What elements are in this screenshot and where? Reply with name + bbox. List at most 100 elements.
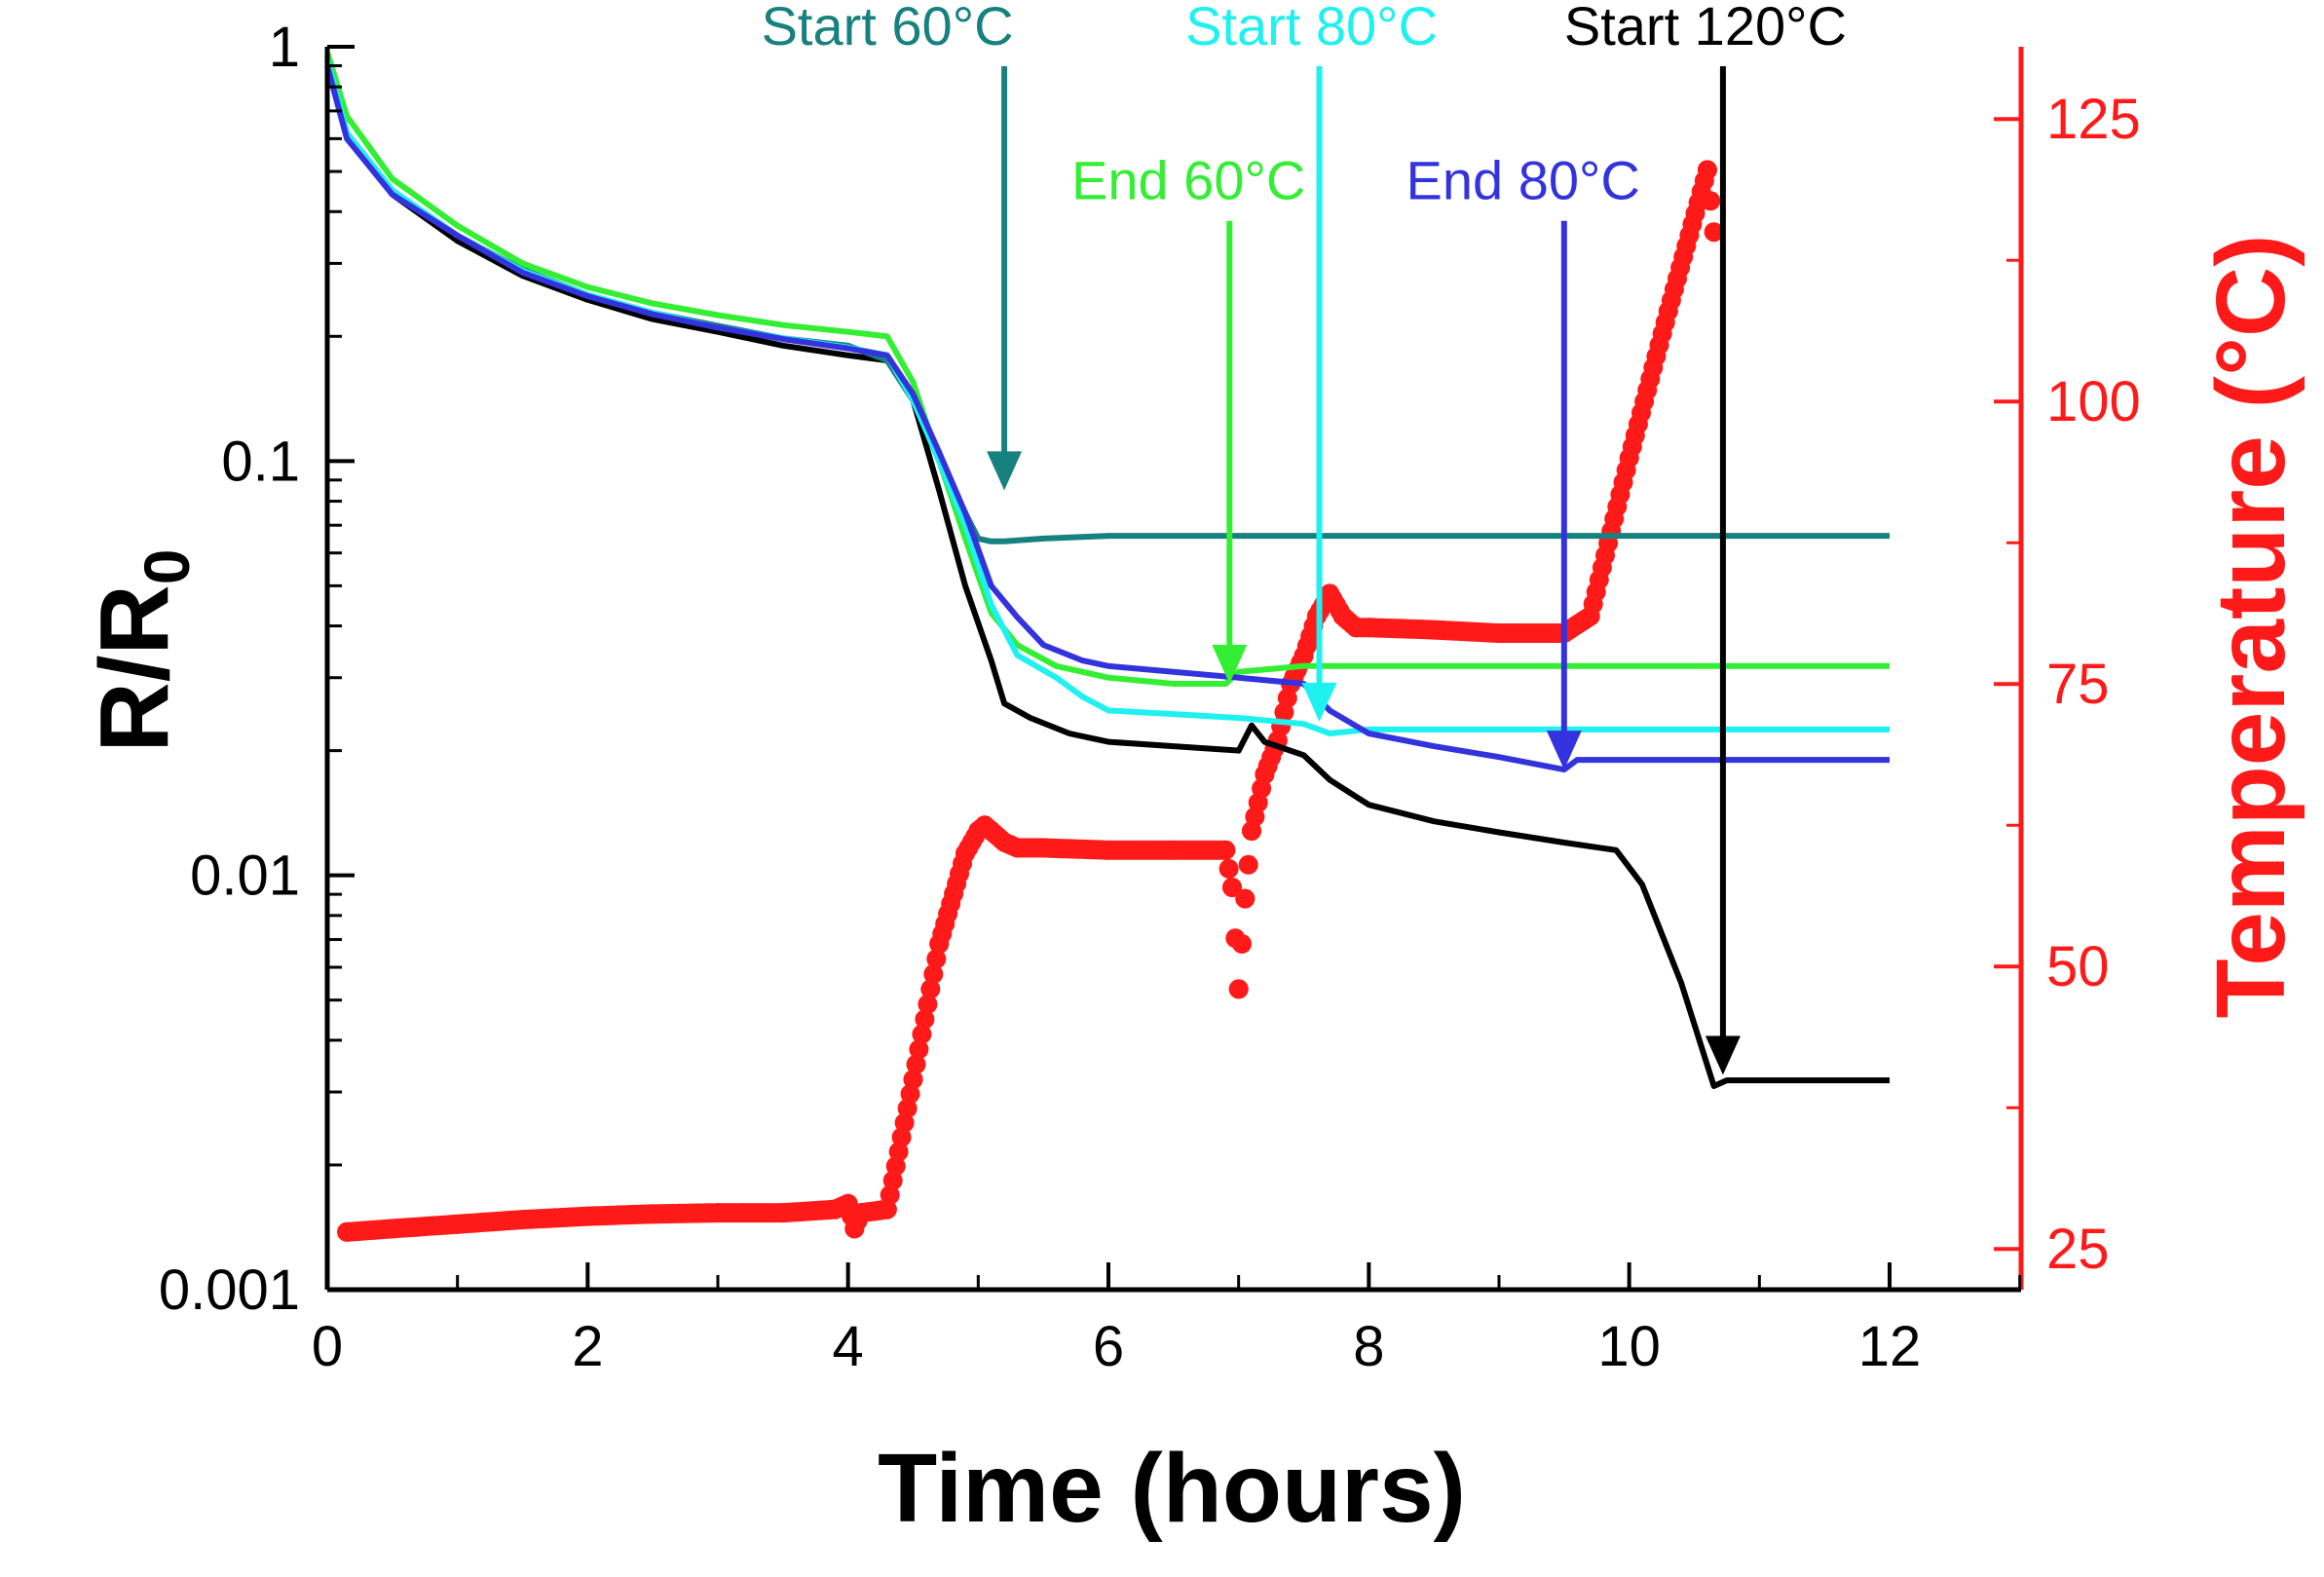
temperature-series xyxy=(337,160,1724,1242)
temperature-point xyxy=(1697,160,1717,180)
x-tick-label: 12 xyxy=(1858,1315,1922,1378)
annotation-0: Start 60°C xyxy=(762,0,1023,491)
x-axis-title: Time (hours) xyxy=(878,1434,1466,1543)
temperature-point xyxy=(906,1054,926,1074)
temperature-point xyxy=(882,1171,903,1190)
annotation-label: End 80°C xyxy=(1406,150,1640,211)
temperature-point xyxy=(909,1039,929,1060)
annotation-1: End 60°C xyxy=(1071,150,1305,684)
y2-tick-label: 25 xyxy=(2046,1218,2110,1281)
series-line-blue xyxy=(324,64,1890,773)
y2-tick-label: 50 xyxy=(2046,935,2110,998)
temperature-point xyxy=(851,1203,871,1223)
x-tick-label: 6 xyxy=(1093,1315,1124,1378)
temperature-point xyxy=(1580,606,1600,626)
temperature-point xyxy=(894,1112,915,1133)
annotation-label: End 60°C xyxy=(1071,150,1305,211)
temperature-point xyxy=(900,1084,920,1105)
x-tick-label: 10 xyxy=(1597,1315,1661,1378)
temperature-point xyxy=(1255,765,1275,784)
temperature-point xyxy=(708,1203,728,1223)
temperature-point xyxy=(897,1098,918,1118)
y-tick-label: 0.001 xyxy=(159,1258,300,1322)
temperature-point xyxy=(877,1199,897,1220)
temperature-point xyxy=(918,994,938,1014)
temperature-point xyxy=(643,1204,663,1224)
y2-axis-title: Temperature (°C) xyxy=(2196,235,2305,1019)
y-tick-label: 1 xyxy=(269,16,300,79)
temperature-point xyxy=(926,949,947,969)
temperature-point xyxy=(337,1221,357,1242)
temperature-point xyxy=(885,1156,906,1177)
temperature-point xyxy=(912,1024,932,1044)
temperature-point xyxy=(1359,618,1379,638)
temperature-point xyxy=(1033,838,1054,858)
temperature-point xyxy=(1701,191,1721,211)
temperature-point xyxy=(1222,878,1242,897)
temperature-point xyxy=(1218,858,1239,879)
annotation-arrowhead xyxy=(1212,644,1248,684)
temperature-point xyxy=(1232,934,1252,954)
temperature-point xyxy=(1619,448,1639,469)
annotation-4: Start 120°C xyxy=(1564,0,1847,1075)
temperature-point xyxy=(382,1219,402,1239)
temperature-point xyxy=(956,844,975,864)
temperature-point xyxy=(915,1009,935,1030)
temperature-point xyxy=(1163,840,1183,860)
temperature-point xyxy=(1238,854,1258,875)
series-line-teal xyxy=(324,55,1890,544)
temperature-point xyxy=(512,1210,533,1230)
y2-tick-label: 100 xyxy=(2046,370,2141,433)
plot-area xyxy=(324,51,1890,1242)
temperature-point xyxy=(1293,646,1314,666)
annotation-arrowhead xyxy=(1705,1035,1741,1075)
temperature-point xyxy=(1228,979,1249,999)
y-tick-label: 0.1 xyxy=(221,430,300,493)
annotation-2: Start 80°C xyxy=(1185,0,1438,722)
x-tick-label: 4 xyxy=(833,1315,864,1378)
y-axis-title-subscript: 0 xyxy=(131,549,203,585)
temperature-point xyxy=(1320,583,1340,604)
temperature-point xyxy=(1658,301,1678,321)
y-axis-title: R/R0 xyxy=(80,549,203,753)
annotation-3: End 80°C xyxy=(1406,150,1640,770)
annotations: Start 60°C End 60°C Start 80°C End 80°C Star… xyxy=(762,0,1847,1075)
temperature-point xyxy=(903,1070,923,1090)
annotation-arrowhead xyxy=(987,451,1023,491)
temperature-point xyxy=(1007,838,1028,858)
temperature-point xyxy=(880,1184,900,1205)
temperature-point xyxy=(888,1142,909,1162)
temperature-point xyxy=(920,979,941,999)
temperature-point xyxy=(1242,821,1261,841)
annotation-label: Start 60°C xyxy=(762,0,1014,56)
series-line-black xyxy=(324,58,1890,1089)
temperature-point xyxy=(1332,606,1353,626)
temperature-point xyxy=(447,1214,468,1234)
series-line-green xyxy=(324,51,1890,687)
temperature-point xyxy=(1216,840,1236,860)
temperature-point xyxy=(891,1127,912,1147)
temperature-point xyxy=(981,821,1001,841)
temperature-point xyxy=(1704,222,1724,243)
annotation-label: Start 120°C xyxy=(1564,0,1847,56)
annotation-arrowhead xyxy=(1546,731,1582,770)
x-tick-label: 0 xyxy=(312,1315,343,1378)
temperature-point xyxy=(923,964,944,984)
temperature-point xyxy=(772,1203,793,1223)
temperature-point xyxy=(1099,840,1118,860)
annotation-label: Start 80°C xyxy=(1185,0,1438,56)
x-tick-label: 2 xyxy=(572,1315,603,1378)
y2-tick-label: 125 xyxy=(2046,88,2141,151)
temperature-point xyxy=(1424,620,1444,640)
temperature-point xyxy=(1235,888,1256,909)
x-tick-label: 8 xyxy=(1353,1315,1384,1378)
temperature-point xyxy=(844,1219,865,1239)
temperature-point xyxy=(578,1206,598,1226)
y2-tick-label: 75 xyxy=(2046,653,2110,716)
annotation-arrowhead xyxy=(1301,682,1337,722)
y-tick-label: 0.01 xyxy=(190,845,300,908)
temperature-point xyxy=(1489,623,1509,643)
y-axis-title-main: R/R xyxy=(80,584,189,752)
